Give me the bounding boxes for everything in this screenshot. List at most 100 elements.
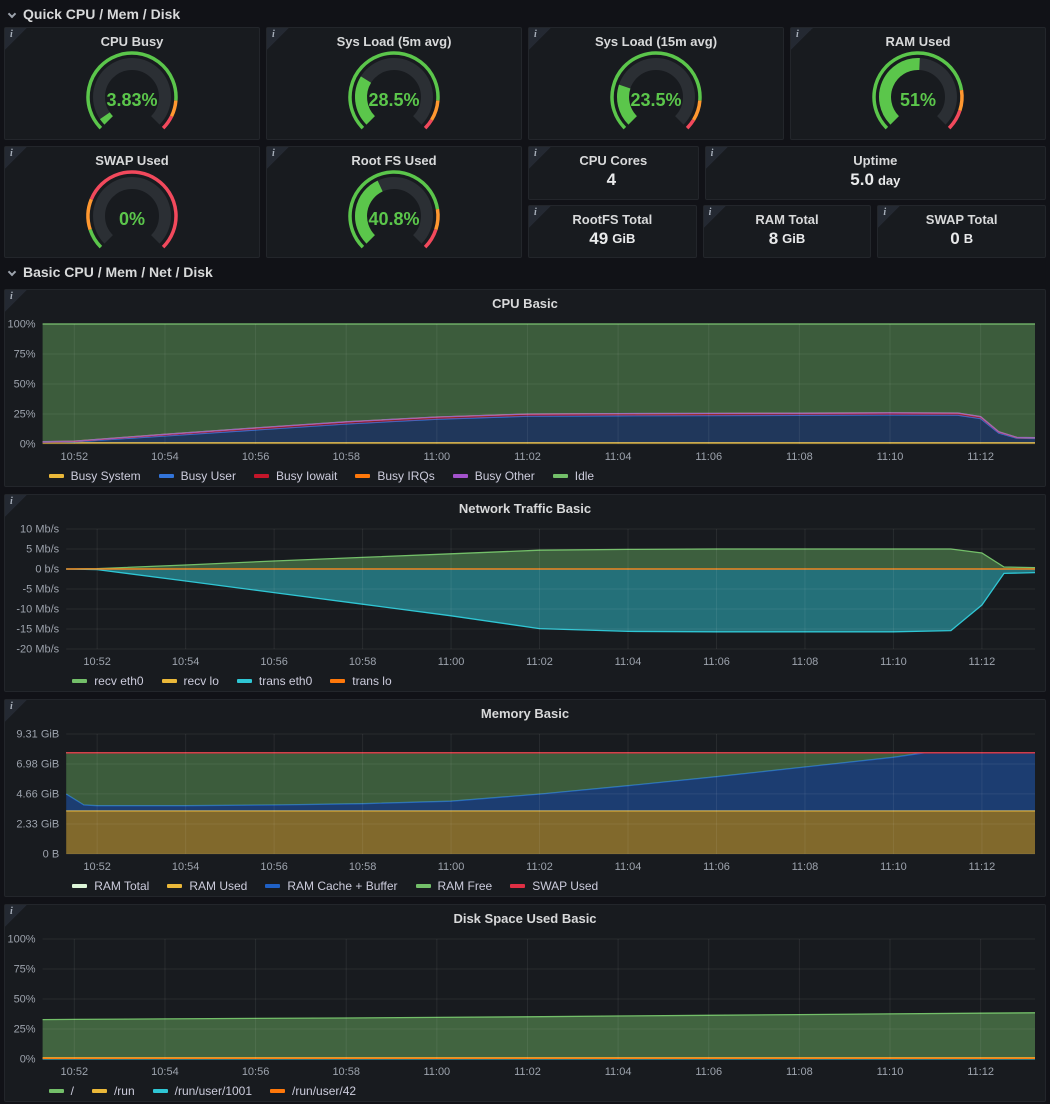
legend-item[interactable]: /run: [92, 1084, 135, 1098]
legend-label: RAM Used: [189, 879, 247, 893]
svg-text:10:58: 10:58: [349, 861, 377, 873]
memory-basic-legend: RAM Total RAM Used RAM Cache + Buffer RAM F…: [5, 879, 1045, 893]
panel-network-traffic-basic[interactable]: i Network Traffic Basic -20 Mb/s-15 Mb/s…: [4, 494, 1046, 692]
legend-item[interactable]: Busy User: [159, 469, 236, 483]
panel-title[interactable]: RootFS Total: [529, 206, 696, 227]
info-corner[interactable]: i: [5, 147, 27, 169]
svg-text:11:08: 11:08: [792, 656, 819, 668]
panel-title[interactable]: SWAP Total: [878, 206, 1045, 227]
panel-title[interactable]: Memory Basic: [5, 700, 1045, 721]
section-header-quick[interactable]: Quick CPU / Mem / Disk: [4, 0, 1046, 27]
legend-label: Busy User: [181, 469, 236, 483]
info-icon: i: [272, 148, 275, 159]
info-corner[interactable]: i: [267, 28, 289, 50]
info-corner[interactable]: i: [791, 28, 813, 50]
legend-label: Busy Other: [475, 469, 535, 483]
info-corner[interactable]: i: [704, 206, 726, 228]
legend-swatch: [167, 884, 182, 888]
svg-text:10:52: 10:52: [61, 1066, 89, 1078]
panel-uptime[interactable]: i Uptime 5.0day: [705, 146, 1046, 200]
panel-memory-basic[interactable]: i Memory Basic 0 B2.33 GiB4.66 GiB6.98 G…: [4, 699, 1046, 897]
legend-item[interactable]: Busy Other: [453, 469, 535, 483]
panel-root-fs-used[interactable]: i Root FS Used 40.8%: [266, 146, 522, 258]
panel-disk-space-used-basic[interactable]: i Disk Space Used Basic 0%25%50%75%100%1…: [4, 904, 1046, 1102]
svg-text:11:06: 11:06: [703, 861, 730, 873]
legend-item[interactable]: /run/user/1001: [153, 1084, 252, 1098]
svg-text:9.31 GiB: 9.31 GiB: [16, 729, 59, 741]
panel-ram-total[interactable]: i RAM Total 8GiB: [703, 205, 872, 259]
svg-text:11:00: 11:00: [438, 656, 465, 668]
panel-swap-used[interactable]: i SWAP Used 0%: [4, 146, 260, 258]
info-corner[interactable]: i: [5, 700, 27, 722]
svg-text:25%: 25%: [14, 1024, 36, 1036]
info-icon: i: [10, 906, 13, 917]
legend-item[interactable]: SWAP Used: [510, 879, 598, 893]
value-unit: GiB: [782, 231, 805, 246]
svg-text:51%: 51%: [900, 90, 936, 110]
info-corner[interactable]: i: [529, 147, 551, 169]
legend-label: RAM Total: [94, 879, 149, 893]
svg-text:11:04: 11:04: [605, 451, 632, 463]
svg-text:11:08: 11:08: [786, 451, 813, 463]
panel-sys-load-15m[interactable]: i Sys Load (15m avg) 23.5%: [528, 27, 784, 140]
panel-title[interactable]: Disk Space Used Basic: [5, 905, 1045, 926]
legend-item[interactable]: Idle: [553, 469, 594, 483]
panel-swap-total[interactable]: i SWAP Total 0B: [877, 205, 1046, 259]
legend-item[interactable]: /run/user/42: [270, 1084, 356, 1098]
legend-item[interactable]: RAM Used: [167, 879, 247, 893]
panel-rootfs-total[interactable]: i RootFS Total 49GiB: [528, 205, 697, 259]
legend-item[interactable]: recv lo: [162, 674, 219, 688]
info-corner[interactable]: i: [706, 147, 728, 169]
svg-text:11:00: 11:00: [423, 1066, 450, 1078]
svg-text:10:58: 10:58: [332, 451, 360, 463]
section-header-basic[interactable]: Basic CPU / Mem / Net / Disk: [4, 258, 1046, 285]
swap-used-gauge: 0%: [5, 168, 259, 252]
legend-swatch: [49, 474, 64, 478]
panel-ram-used[interactable]: i RAM Used 51%: [790, 27, 1046, 140]
legend-item[interactable]: Busy Iowait: [254, 469, 337, 483]
legend-item[interactable]: trans eth0: [237, 674, 312, 688]
info-corner[interactable]: i: [5, 290, 27, 312]
legend-label: Busy Iowait: [276, 469, 337, 483]
info-corner[interactable]: i: [529, 206, 551, 228]
info-corner[interactable]: i: [878, 206, 900, 228]
cpu-basic-plot[interactable]: 0%25%50%75%100%10:5210:5410:5610:5811:00…: [7, 314, 1043, 466]
legend-item[interactable]: RAM Cache + Buffer: [265, 879, 397, 893]
panel-cpu-basic[interactable]: i CPU Basic 0%25%50%75%100%10:5210:5410:…: [4, 289, 1046, 487]
network-traffic-plot[interactable]: -20 Mb/s-15 Mb/s-10 Mb/s-5 Mb/s0 b/s5 Mb…: [7, 519, 1043, 671]
panel-cpu-cores[interactable]: i CPU Cores 4: [528, 146, 699, 200]
svg-text:0%: 0%: [20, 1054, 36, 1066]
chevron-down-icon: [8, 9, 16, 17]
info-corner[interactable]: i: [5, 28, 27, 50]
info-corner[interactable]: i: [5, 905, 27, 927]
ram-used-gauge: 51%: [791, 49, 1045, 133]
network-traffic-legend: recv eth0 recv lo trans eth0 trans lo: [5, 674, 1045, 688]
legend-item[interactable]: Busy IRQs: [355, 469, 434, 483]
svg-text:10:58: 10:58: [332, 1066, 360, 1078]
svg-text:11:08: 11:08: [786, 1066, 813, 1078]
panel-cpu-busy[interactable]: i CPU Busy 3.83%: [4, 27, 260, 140]
panel-sys-load-5m[interactable]: i Sys Load (5m avg) 28.5%: [266, 27, 522, 140]
svg-text:23.5%: 23.5%: [630, 90, 681, 110]
legend-item[interactable]: /: [49, 1084, 74, 1098]
svg-text:11:04: 11:04: [605, 1066, 632, 1078]
legend-item[interactable]: Busy System: [49, 469, 141, 483]
panel-title[interactable]: RAM Total: [704, 206, 871, 227]
legend-swatch: [265, 884, 280, 888]
info-corner[interactable]: i: [5, 495, 27, 517]
stat-value: 5.0day: [706, 168, 1045, 199]
disk-space-plot[interactable]: 0%25%50%75%100%10:5210:5410:5610:5811:00…: [7, 929, 1043, 1081]
legend-item[interactable]: trans lo: [330, 674, 391, 688]
legend-swatch: [162, 679, 177, 683]
panel-title[interactable]: Network Traffic Basic: [5, 495, 1045, 516]
legend-item[interactable]: RAM Total: [72, 879, 149, 893]
panel-title[interactable]: CPU Cores: [529, 147, 698, 168]
info-corner[interactable]: i: [529, 28, 551, 50]
legend-item[interactable]: recv eth0: [72, 674, 143, 688]
legend-item[interactable]: RAM Free: [416, 879, 493, 893]
panel-title[interactable]: CPU Basic: [5, 290, 1045, 311]
info-corner[interactable]: i: [267, 147, 289, 169]
info-icon: i: [534, 148, 537, 159]
panel-title[interactable]: Uptime: [706, 147, 1045, 168]
memory-basic-plot[interactable]: 0 B2.33 GiB4.66 GiB6.98 GiB9.31 GiB10:52…: [7, 724, 1043, 876]
